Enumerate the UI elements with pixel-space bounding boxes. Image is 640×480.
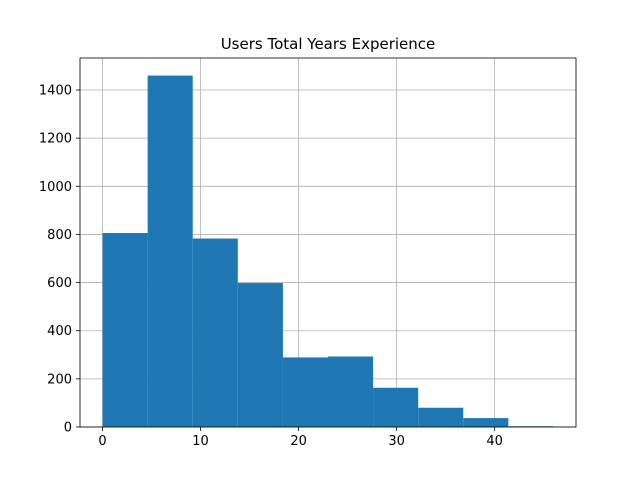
- histogram-bar-2: [192, 238, 238, 427]
- y-tick-label-3: 600: [47, 276, 72, 291]
- histogram-bar-5: [328, 356, 374, 427]
- y-tick-label-4: 800: [47, 228, 72, 243]
- bars: [102, 75, 554, 428]
- y-tick-label-5: 1000: [39, 180, 72, 195]
- x-tick-label-3: 30: [388, 434, 405, 449]
- chart-title: Users Total Years Experience: [221, 35, 436, 53]
- x-tick-label-2: 20: [290, 434, 307, 449]
- y-tick-label-1: 200: [47, 372, 72, 387]
- y-tick-label-7: 1400: [39, 84, 72, 99]
- x-tick-label-1: 10: [192, 434, 209, 449]
- plot-frame: [79, 57, 577, 428]
- histogram-bar-8: [463, 418, 509, 427]
- y-tick-label-6: 1200: [39, 132, 72, 147]
- histogram-bar-6: [373, 387, 419, 427]
- histogram-bar-7: [418, 407, 464, 427]
- histogram-bar-0: [102, 232, 148, 427]
- histogram-bar-4: [282, 357, 328, 427]
- x-tick-label-4: 40: [486, 434, 503, 449]
- histogram-bar-1: [147, 75, 193, 428]
- histogram-bar-3: [237, 283, 283, 427]
- y-tick-label-0: 0: [64, 421, 72, 436]
- x-tick-label-0: 0: [98, 434, 106, 449]
- y-tick-label-2: 400: [47, 324, 72, 339]
